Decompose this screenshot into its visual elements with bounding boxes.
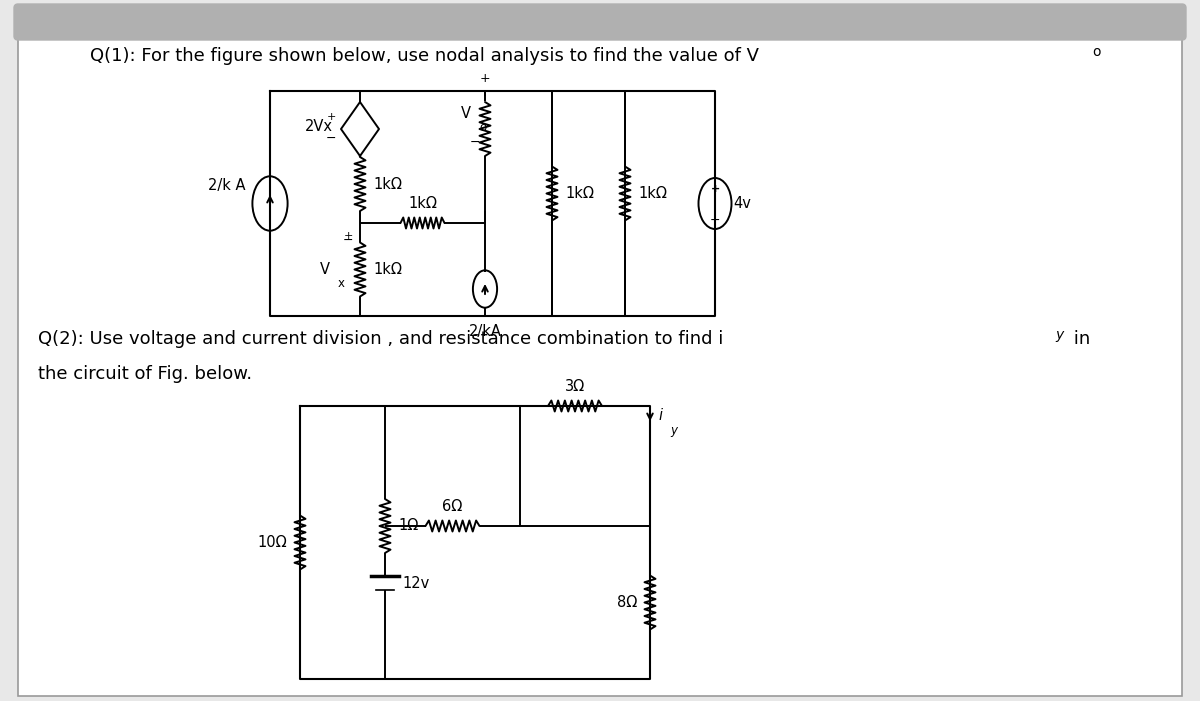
FancyBboxPatch shape (18, 8, 1182, 696)
Text: +: + (480, 72, 491, 85)
Text: 2Vx: 2Vx (305, 118, 334, 134)
Text: −: − (709, 214, 720, 226)
Text: in: in (1068, 330, 1091, 348)
Text: 2/kA: 2/kA (468, 324, 502, 339)
Text: the circuit of Fig. below.: the circuit of Fig. below. (38, 365, 252, 383)
Text: 1kΩ: 1kΩ (373, 262, 402, 277)
Text: 8Ω: 8Ω (617, 595, 637, 610)
Text: −: − (469, 135, 480, 149)
Text: i: i (658, 409, 662, 423)
Text: y: y (1055, 328, 1063, 342)
Text: 10Ω: 10Ω (257, 535, 287, 550)
Text: Q(2): Use voltage and current division , and resistance combination to find i: Q(2): Use voltage and current division ,… (38, 330, 724, 348)
Text: x: x (338, 276, 346, 290)
Text: o: o (1092, 45, 1100, 59)
Text: −: − (343, 233, 353, 247)
Text: 4v: 4v (733, 196, 751, 211)
Text: V: V (461, 107, 470, 121)
Text: 1kΩ: 1kΩ (565, 186, 594, 201)
Text: 2/k A: 2/k A (208, 178, 245, 193)
Text: 6Ω: 6Ω (443, 499, 463, 514)
Text: Q(1): For the figure shown below, use nodal analysis to find the value of V: Q(1): For the figure shown below, use no… (90, 47, 760, 65)
Text: o: o (479, 121, 486, 134)
Text: +: + (326, 112, 336, 122)
Text: 1kΩ: 1kΩ (373, 177, 402, 191)
Text: −: − (325, 132, 336, 145)
Text: V: V (320, 262, 330, 277)
Text: +: + (710, 184, 720, 193)
Text: 1kΩ: 1kΩ (408, 196, 437, 211)
Text: 1kΩ: 1kΩ (638, 186, 667, 201)
Text: y: y (670, 424, 677, 437)
FancyBboxPatch shape (14, 4, 1186, 40)
Text: 1Ω: 1Ω (398, 519, 419, 533)
Text: 12v: 12v (402, 576, 430, 590)
Text: +: + (343, 231, 353, 241)
Text: 3Ω: 3Ω (565, 379, 586, 394)
